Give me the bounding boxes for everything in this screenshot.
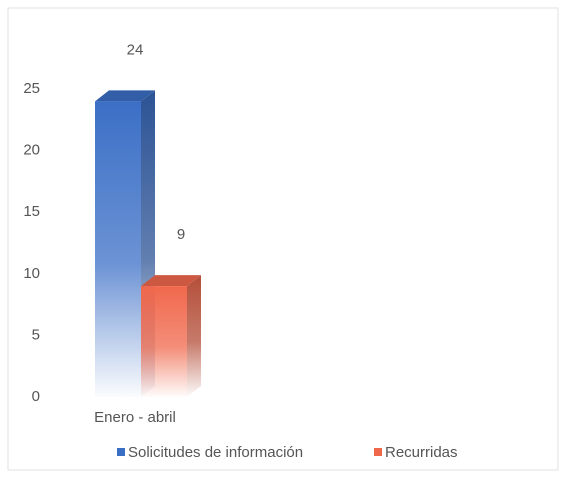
data-label: 24	[127, 41, 144, 58]
legend-label: Solicitudes de información	[128, 444, 303, 461]
y-tick-label: 10	[23, 265, 40, 282]
y-tick-label: 15	[23, 203, 40, 220]
y-tick-label: 0	[32, 388, 40, 405]
data-label: 9	[177, 226, 185, 243]
bar	[95, 101, 141, 397]
legend-swatch	[374, 448, 382, 456]
chart-border	[7, 7, 559, 471]
x-tick-label: Enero - abril	[94, 409, 176, 426]
y-tick-label: 20	[23, 142, 40, 159]
bar-top	[141, 275, 201, 287]
bar-top	[95, 90, 155, 102]
bar-side	[187, 275, 201, 397]
legend-label: Recurridas	[385, 444, 458, 461]
legend-swatch	[117, 448, 125, 456]
y-tick-label: 25	[23, 80, 40, 97]
y-tick-label: 5	[32, 326, 40, 343]
bar	[141, 286, 187, 397]
